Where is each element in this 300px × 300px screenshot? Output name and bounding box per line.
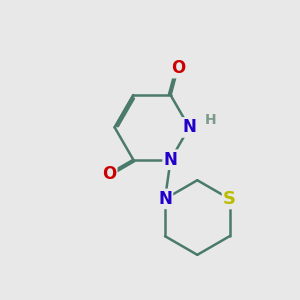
Text: N: N xyxy=(182,118,196,136)
Text: N: N xyxy=(164,151,178,169)
Text: N: N xyxy=(158,190,172,208)
Text: O: O xyxy=(102,165,116,183)
Text: H: H xyxy=(205,113,216,127)
Text: S: S xyxy=(223,190,236,208)
Text: O: O xyxy=(171,59,185,77)
